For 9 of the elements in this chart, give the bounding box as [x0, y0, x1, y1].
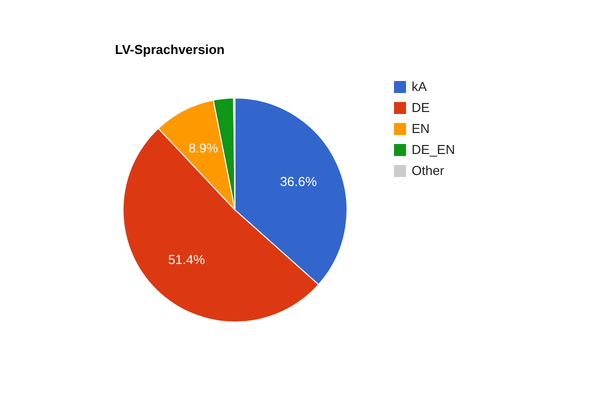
legend-label: EN [412, 120, 430, 138]
data-label: 36.6% [280, 174, 318, 190]
legend-label: DE [412, 99, 430, 117]
data-label: 51.4% [168, 252, 206, 268]
data-label: 8.9% [188, 140, 219, 156]
legend-label: DE_EN [412, 141, 455, 159]
legend-label: kA [412, 78, 427, 96]
legend-label: Other [412, 162, 444, 180]
chart-title: LV-Sprachversion [115, 42, 225, 57]
